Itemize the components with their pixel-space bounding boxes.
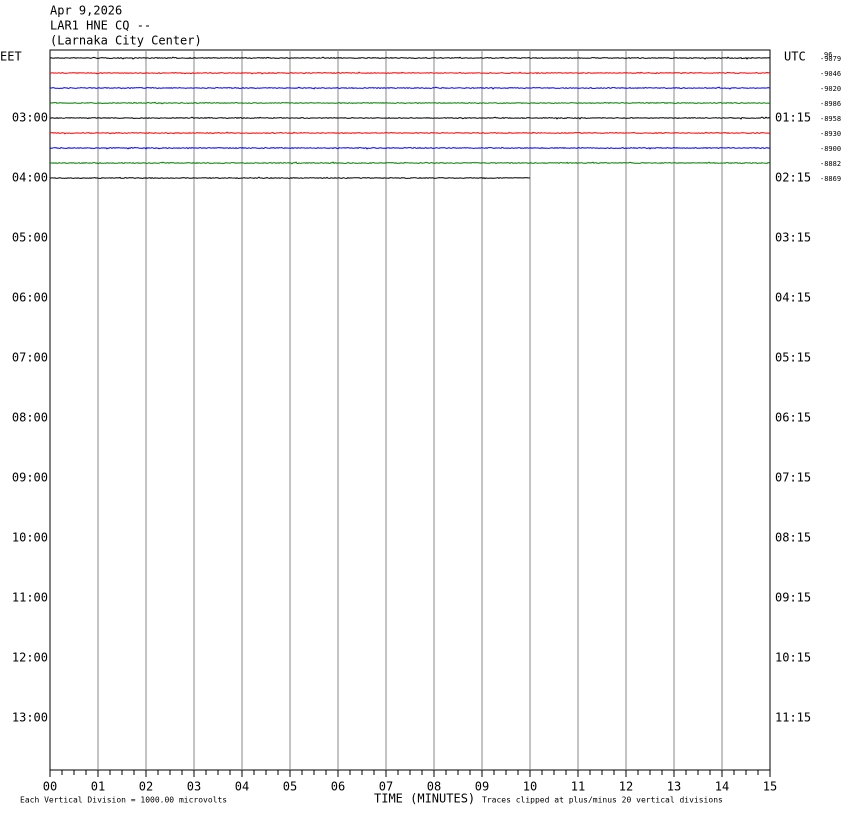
minute-label: 10	[523, 780, 537, 794]
left-title: EET	[0, 50, 22, 64]
eet-label: 09:00	[12, 471, 48, 485]
utc-label: 06:15	[775, 411, 811, 425]
trace-offset: -9046	[820, 70, 841, 78]
utc-label: 10:15	[775, 651, 811, 665]
minute-label: 11	[571, 780, 585, 794]
right-title: UTC	[784, 50, 806, 64]
trace	[49, 131, 771, 135]
axis-title: TIME (MINUTES)	[374, 792, 475, 806]
trace	[49, 86, 770, 90]
trace-offset: -9020	[820, 85, 841, 93]
utc-label: 01:15	[775, 111, 811, 125]
date: Apr 9,2026	[50, 4, 122, 18]
eet-label: 04:00	[12, 171, 48, 185]
trace-offset: -8930	[820, 130, 841, 138]
minute-label: 00	[43, 780, 57, 794]
trace	[49, 176, 531, 180]
trace-offset: -8986	[820, 100, 841, 108]
utc-label: 03:15	[775, 231, 811, 245]
clip-note: Traces clipped at plus/minus 20 vertical…	[482, 796, 723, 805]
trace	[49, 101, 771, 105]
trace-offset: -8869	[820, 175, 841, 183]
trace-offset: -8900	[820, 145, 841, 153]
minute-label: 14	[715, 780, 729, 794]
utc-label: 05:15	[775, 351, 811, 365]
location: (Larnaka City Center)	[50, 34, 202, 48]
scale-note: 96	[824, 51, 832, 59]
minute-label: 04	[235, 780, 249, 794]
eet-label: 05:00	[12, 231, 48, 245]
station: LAR1 HNE CQ --	[50, 19, 151, 33]
utc-label: 11:15	[775, 711, 811, 725]
eet-label: 13:00	[12, 711, 48, 725]
eet-label: 10:00	[12, 531, 48, 545]
minute-label: 01	[91, 780, 105, 794]
eet-label: 12:00	[12, 651, 48, 665]
minute-label: 02	[139, 780, 153, 794]
division-note: Each Vertical Division = 1000.00 microvo…	[20, 796, 227, 805]
utc-label: 08:15	[775, 531, 811, 545]
trace-offset: -8958	[820, 115, 841, 123]
minute-label: 05	[283, 780, 297, 794]
minute-label: 03	[187, 780, 201, 794]
eet-label: 08:00	[12, 411, 48, 425]
eet-label: 07:00	[12, 351, 48, 365]
minute-label: 13	[667, 780, 681, 794]
plot-frame	[49, 49, 771, 771]
utc-label: 04:15	[775, 291, 811, 305]
trace	[49, 161, 771, 165]
trace-offset: -9079	[820, 55, 841, 63]
utc-label: 09:15	[775, 591, 811, 605]
minute-label: 15	[763, 780, 777, 794]
trace	[49, 146, 771, 150]
trace	[49, 56, 771, 60]
utc-label: 07:15	[775, 471, 811, 485]
eet-label: 03:00	[12, 111, 48, 125]
eet-label: 11:00	[12, 591, 48, 605]
minute-label: 08	[427, 780, 441, 794]
trace	[49, 116, 771, 120]
minute-label: 07	[379, 780, 393, 794]
minute-label: 09	[475, 780, 489, 794]
minute-label: 12	[619, 780, 633, 794]
trace-offset: -8882	[820, 160, 841, 168]
utc-label: 02:15	[775, 171, 811, 185]
trace	[49, 71, 771, 75]
minute-label: 06	[331, 780, 345, 794]
eet-label: 06:00	[12, 291, 48, 305]
